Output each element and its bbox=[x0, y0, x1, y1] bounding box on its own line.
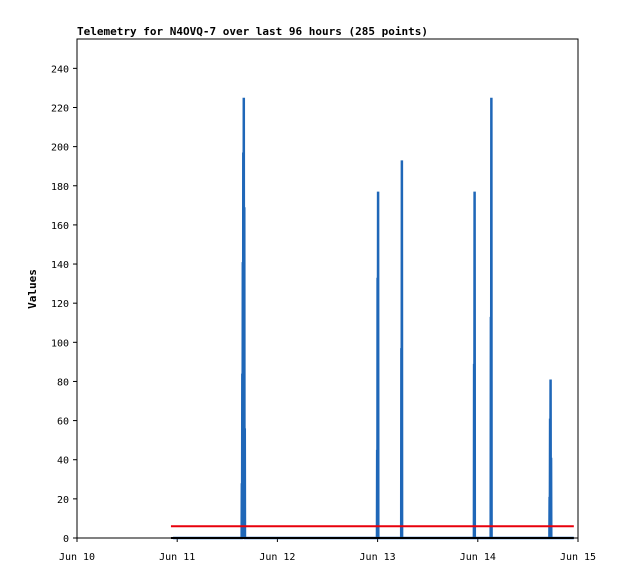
x-tick-label: Jun 14 bbox=[460, 552, 496, 563]
y-tick-label: 120 bbox=[51, 299, 69, 310]
y-tick-label: 220 bbox=[51, 103, 69, 114]
x-tick-label: Jun 15 bbox=[560, 552, 596, 563]
y-tick-label: 80 bbox=[57, 377, 69, 388]
x-tick-label: Jun 13 bbox=[360, 552, 396, 563]
y-tick-label: 60 bbox=[57, 417, 69, 428]
x-tick-label: Jun 12 bbox=[259, 552, 295, 563]
y-tick-label: 200 bbox=[51, 143, 69, 154]
y-axis-title: Values bbox=[26, 269, 39, 309]
x-tick-label: Jun 11 bbox=[159, 552, 195, 563]
y-tick-label: 160 bbox=[51, 221, 69, 232]
y-tick-label: 140 bbox=[51, 260, 69, 271]
y-tick-label: 20 bbox=[57, 495, 69, 506]
chart-title: Telemetry for N4OVQ-7 over last 96 hours… bbox=[77, 25, 428, 38]
y-axis-ticks: 0 20 40 60 80 100 120 140 160 180 200 220 240 bbox=[51, 64, 77, 545]
y-tick-label: 240 bbox=[51, 64, 69, 75]
x-axis-ticks: Jun 10 Jun 11 Jun 12 Jun 13 Jun 14 Jun 15 bbox=[59, 538, 596, 563]
series-layer bbox=[170, 97, 574, 540]
y-tick-label: 40 bbox=[57, 456, 69, 467]
y-tick-label: 0 bbox=[63, 534, 69, 545]
y-tick-label: 180 bbox=[51, 182, 69, 193]
series-line-1 bbox=[173, 97, 574, 540]
y-tick-label: 100 bbox=[51, 338, 69, 349]
x-tick-label: Jun 10 bbox=[59, 552, 95, 563]
plot-area-frame bbox=[76, 38, 579, 539]
